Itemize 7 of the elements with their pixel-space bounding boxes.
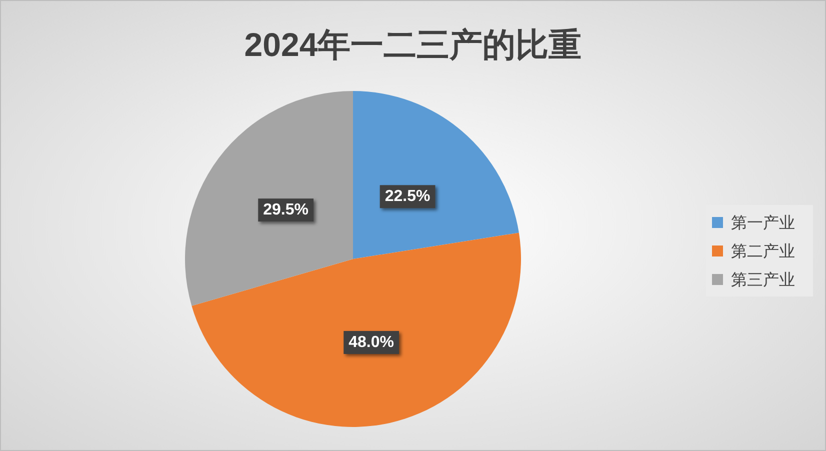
legend-label: 第一产业 (731, 214, 795, 232)
chart-title: 2024年一二三产的比重 (244, 26, 582, 63)
data-label: 48.0% (348, 334, 394, 351)
legend-label: 第三产业 (731, 271, 795, 289)
legend-label: 第二产业 (731, 242, 795, 260)
data-label: 29.5% (263, 202, 309, 219)
data-label: 22.5% (384, 188, 430, 206)
